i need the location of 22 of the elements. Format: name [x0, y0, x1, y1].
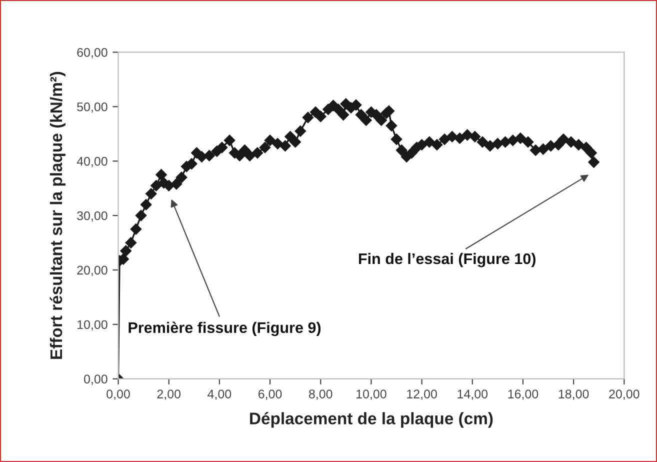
x-tick-label: 14,00 [458, 390, 488, 400]
y-tick-label: 50,00 [77, 102, 108, 113]
y-tick-label: 60,00 [77, 48, 108, 58]
x-tick-label: 10,00 [356, 390, 386, 400]
x-tick-label: 4,00 [208, 390, 232, 400]
annotation: Première fissure (Figure 9) [128, 322, 321, 336]
y-tick-label: 0,00 [84, 374, 108, 385]
x-tick-label: 0,00 [106, 390, 130, 400]
x-tick-label: 20,00 [609, 390, 640, 400]
y-tick-label: 30,00 [77, 211, 108, 222]
y-axis-title: Effort résultant sur la plaque (kN/m²) [50, 72, 66, 359]
x-axis-title: Déplacement de la plaque (cm) [250, 412, 493, 428]
x-tick-label: 16,00 [508, 390, 538, 400]
y-tick-label: 10,00 [78, 320, 108, 331]
annotation: Fin de l’essai (Figure 10) [358, 252, 536, 268]
y-tick-label: 20,00 [77, 266, 108, 276]
x-tick-label: 6,00 [258, 390, 282, 400]
x-tick-label: 12,00 [407, 390, 437, 400]
x-tick-label: 2,00 [157, 390, 181, 400]
x-tick-label: 8,00 [308, 390, 332, 400]
y-tick-label: 40,00 [76, 156, 108, 168]
x-tick-label: 18,00 [558, 390, 589, 400]
